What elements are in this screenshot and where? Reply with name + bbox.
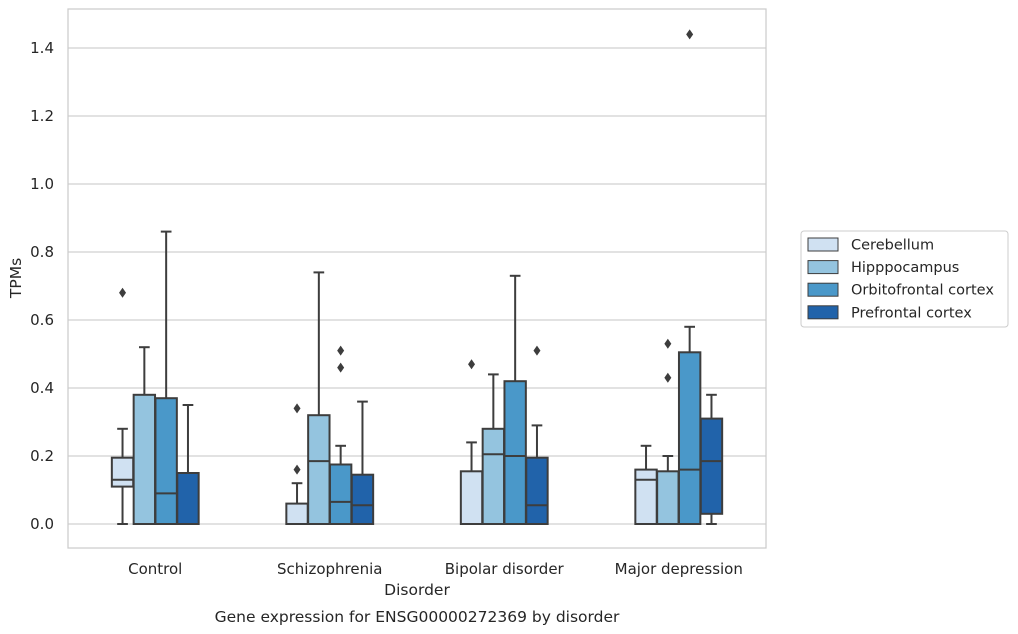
category-group bbox=[634, 29, 724, 526]
outlier-point bbox=[293, 403, 301, 414]
legend-item: Cerebellum bbox=[807, 237, 934, 254]
box-item bbox=[699, 393, 724, 525]
outlier-point bbox=[686, 29, 694, 40]
x-tick-label: Bipolar disorder bbox=[445, 560, 565, 578]
box-item bbox=[503, 274, 527, 526]
box-item bbox=[634, 444, 658, 526]
y-axis-label: TPMs bbox=[7, 258, 25, 299]
outlier-point bbox=[119, 287, 127, 298]
x-tick-labels: Control Schizophrenia Bipolar disorder Majo… bbox=[128, 560, 743, 578]
box-rect bbox=[699, 417, 724, 515]
box-rect bbox=[307, 414, 331, 526]
legend-swatch bbox=[807, 305, 839, 320]
x-tick-label: Major depression bbox=[615, 560, 743, 578]
box-item bbox=[525, 345, 549, 526]
box-rect bbox=[132, 393, 157, 525]
outlier-point bbox=[337, 362, 345, 373]
chart-caption: Gene expression for ENSG00000272369 by d… bbox=[215, 608, 620, 626]
legend-label: Cerebellum bbox=[851, 238, 934, 254]
legend: Cerebellum Hipppocampus Orbitofrontal cort… bbox=[800, 230, 1009, 328]
box-rect bbox=[656, 470, 680, 525]
box-item bbox=[132, 346, 157, 525]
box-rect bbox=[459, 470, 484, 525]
legend-item: Prefrontal cortex bbox=[807, 305, 972, 321]
legend-swatch bbox=[807, 260, 839, 275]
outlier-point bbox=[664, 372, 672, 383]
legend-frame bbox=[800, 230, 1009, 328]
box-item bbox=[350, 400, 375, 526]
x-tick-label: Schizophrenia bbox=[277, 560, 382, 578]
outlier-point bbox=[293, 464, 301, 475]
category-group bbox=[110, 230, 200, 526]
legend-label: Hipppocampus bbox=[851, 260, 959, 276]
outlier-point bbox=[337, 345, 345, 356]
legend-item: Hipppocampus bbox=[807, 260, 959, 276]
y-tick-label: 0.4 bbox=[30, 379, 54, 397]
box-rect bbox=[154, 397, 178, 526]
outlier-point bbox=[533, 345, 541, 356]
box-rect bbox=[525, 456, 549, 526]
legend-label: Prefrontal cortex bbox=[851, 305, 972, 321]
legend-entries: Cerebellum Hipppocampus Orbitofrontal cort… bbox=[807, 237, 994, 321]
category-group bbox=[459, 274, 549, 526]
legend-swatch bbox=[807, 282, 839, 297]
box-rect bbox=[350, 473, 375, 526]
y-tick-label: 1.2 bbox=[30, 107, 54, 125]
box-item bbox=[328, 345, 353, 525]
outlier-point bbox=[664, 338, 672, 349]
x-axis-label: Disorder bbox=[384, 581, 450, 599]
box-rect bbox=[503, 380, 527, 526]
box-rect bbox=[285, 502, 309, 526]
box-item bbox=[285, 403, 309, 526]
box-item bbox=[110, 287, 135, 525]
legend-item: Orbitofrontal cortex bbox=[807, 282, 994, 299]
y-tick-label: 0.8 bbox=[30, 243, 54, 261]
x-tick-label: Control bbox=[128, 560, 182, 578]
y-tick-label: 1.0 bbox=[30, 175, 54, 193]
y-tick-label: 1.4 bbox=[30, 39, 54, 57]
box-rect bbox=[110, 456, 135, 488]
box-rect bbox=[328, 463, 353, 525]
y-tick-label: 0.6 bbox=[30, 311, 54, 329]
box-rect bbox=[634, 468, 658, 526]
plot-area-frame bbox=[67, 8, 767, 549]
legend-swatch bbox=[807, 237, 839, 252]
box-rect bbox=[481, 427, 506, 525]
y-tick-labels: 0.0 0.2 0.4 0.6 0.8 1.0 1.2 1.4 bbox=[30, 39, 54, 533]
box-rect bbox=[176, 472, 200, 525]
legend-label: Orbitofrontal cortex bbox=[851, 283, 994, 299]
box-rect bbox=[677, 351, 702, 525]
y-tick-label: 0.0 bbox=[30, 515, 54, 533]
box-item bbox=[176, 404, 200, 525]
box-item bbox=[307, 271, 331, 526]
outlier-point bbox=[468, 359, 476, 370]
y-tick-label: 0.2 bbox=[30, 447, 54, 465]
box-groups bbox=[110, 29, 724, 526]
category-group bbox=[285, 271, 375, 526]
box-item bbox=[154, 230, 178, 526]
